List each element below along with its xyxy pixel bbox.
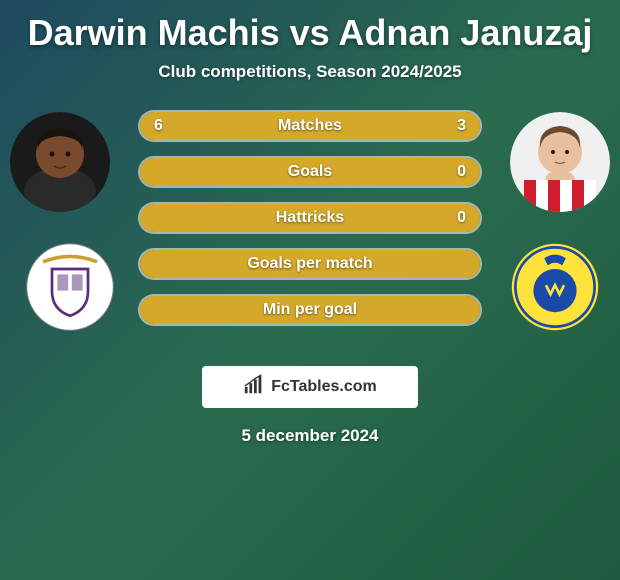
club-right-badge <box>510 242 600 332</box>
stat-value-right: 0 <box>457 204 466 232</box>
date-label: 5 december 2024 <box>0 426 620 446</box>
player-left-avatar <box>10 112 110 212</box>
club-left-badge <box>25 242 115 332</box>
stat-row: Min per goal <box>138 294 482 326</box>
stats-bars: 6Matches3Goals0Hattricks0Goals per match… <box>138 110 482 340</box>
stat-value-right: 0 <box>457 158 466 186</box>
stat-row: 6Matches3 <box>138 110 482 142</box>
chart-icon <box>243 374 265 401</box>
stat-label: Hattricks <box>140 204 480 232</box>
stat-label: Goals per match <box>140 250 480 278</box>
stat-row: Goals per match <box>138 248 482 280</box>
stat-label: Matches <box>140 112 480 140</box>
stat-label: Min per goal <box>140 296 480 324</box>
comparison-panel: 6Matches3Goals0Hattricks0Goals per match… <box>0 102 620 362</box>
stat-value-right: 3 <box>457 112 466 140</box>
stat-row: Goals0 <box>138 156 482 188</box>
player-right-avatar <box>510 112 610 212</box>
brand-badge: FcTables.com <box>202 366 418 408</box>
stat-row: Hattricks0 <box>138 202 482 234</box>
brand-label: FcTables.com <box>271 378 377 396</box>
stat-label: Goals <box>140 158 480 186</box>
subtitle: Club competitions, Season 2024/2025 <box>0 62 620 82</box>
page-title: Darwin Machis vs Adnan Januzaj <box>0 0 620 58</box>
